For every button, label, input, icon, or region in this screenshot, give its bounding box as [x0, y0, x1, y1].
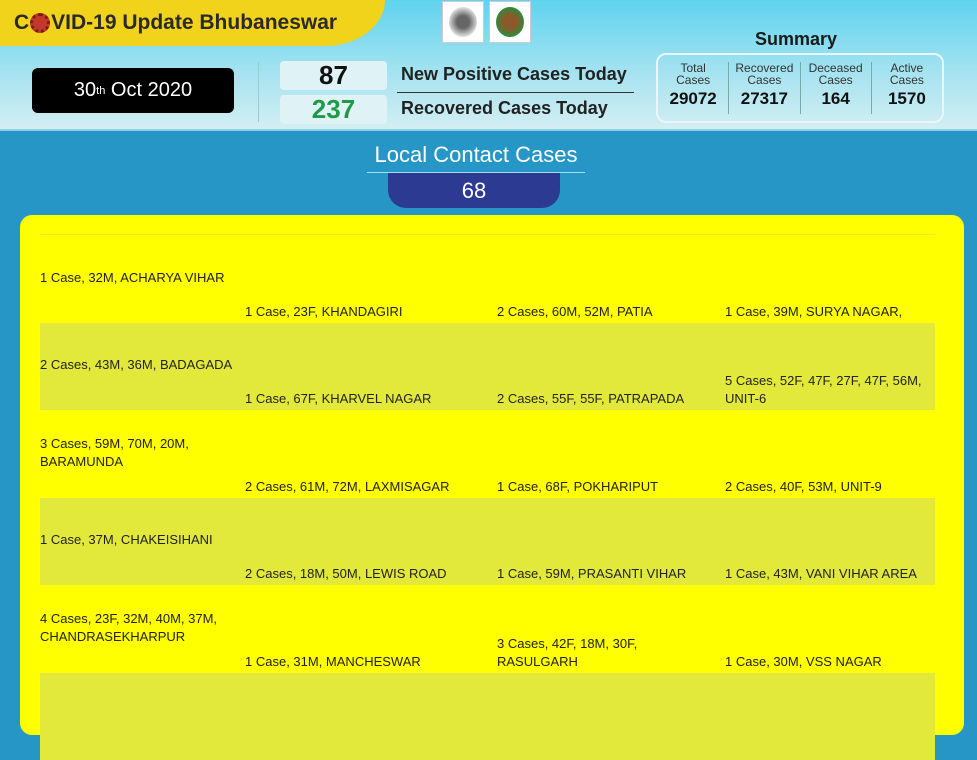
virus-icon: [30, 13, 50, 33]
case-cell: 4 Cases, 23F, 32M, 40M, 37M, CHANDRASEKH…: [40, 585, 240, 673]
case-cell: 2 Cases, 43M, 36M, BADAGADA: [40, 323, 240, 411]
case-text: 1 Case, 37M, CHAKEISIHANI: [40, 531, 213, 549]
case-cell: 5 Cases, 52F, 47F, 27F, 47F, 56M, UNIT-6: [725, 323, 930, 411]
divider: [397, 92, 634, 93]
case-cell: [497, 673, 717, 760]
case-text: 1 Case, 43M, VANI VIHAR AREA: [725, 565, 917, 583]
case-cell: [725, 673, 930, 760]
case-text: 4 Cases, 23F, 32M, 40M, 37M, CHANDRASEKH…: [40, 610, 240, 646]
summary-title: Summary: [755, 29, 837, 50]
case-cell: 1 Case, 68F, POKHARIPUT: [497, 410, 717, 498]
case-text: 1 Case, 23F, KHANDAGIRI: [245, 303, 403, 321]
case-text: 1 Case, 31M, MANCHESWAR: [245, 653, 421, 671]
case-text: 2 Cases, 60M, 52M, PATIA: [497, 303, 653, 321]
case-text: 2 Cases, 43M, 36M, BADAGADA: [40, 356, 232, 374]
table-row: 1 Case, 37M, CHAKEISIHANI 2 Cases, 18M, 5…: [40, 498, 935, 586]
case-text: 3 Cases, 59M, 70M, 20M, BARAMUNDA: [40, 435, 240, 471]
case-cell: 1 Case, 30M, VSS NAGAR: [725, 585, 930, 673]
case-cell: 1 Case, 67F, KHARVEL NAGAR: [245, 323, 485, 411]
table-row: 2 Cases, 43M, 36M, BADAGADA 1 Case, 67F, …: [40, 323, 935, 411]
case-cell: 2 Cases, 55F, 55F, PATRAPADA: [497, 323, 717, 411]
case-cell: 3 Cases, 59M, 70M, 20M, BARAMUNDA: [40, 410, 240, 498]
case-text: 1 Case, 67F, KHARVEL NAGAR: [245, 390, 431, 408]
case-text: 1 Case, 30M, VSS NAGAR: [725, 653, 882, 671]
odisha-govt-logo: [442, 1, 484, 43]
case-text: 3 Cases, 42F, 18M, 30F, RASULGARH: [497, 635, 717, 671]
case-text: 2 Cases, 18M, 50M, LEWIS ROAD: [245, 565, 447, 583]
table-row: [40, 673, 935, 760]
divider: [258, 62, 259, 122]
case-cell: 2 Cases, 60M, 52M, PATIA: [497, 235, 717, 323]
title-banner: C VID-19 Update Bhubaneswar: [0, 0, 385, 46]
summary-value: 164: [801, 89, 871, 109]
recovered-count: 237: [280, 95, 387, 124]
case-cell: 3 Cases, 42F, 18M, 30F, RASULGARH: [497, 585, 717, 673]
case-cell: 2 Cases, 40F, 53M, UNIT-9: [725, 410, 930, 498]
summary-value: 1570: [872, 89, 942, 109]
case-text: 2 Cases, 61M, 72M, LAXMISAGAR: [245, 478, 449, 496]
case-text: 1 Case, 32M, ACHARYA VIHAR: [40, 269, 224, 287]
summary-label: Cases: [729, 74, 799, 86]
case-text: 2 Cases, 40F, 53M, UNIT-9: [725, 478, 882, 496]
title-prefix: C: [14, 11, 29, 35]
case-text: 1 Case, 39M, SURYA NAGAR,: [725, 303, 902, 321]
case-cell: 1 Case, 59M, PRASANTI VIHAR: [497, 498, 717, 586]
case-cell: [245, 673, 485, 760]
page-title: VID-19 Update Bhubaneswar: [51, 11, 337, 35]
case-text: 5 Cases, 52F, 47F, 27F, 47F, 56M, UNIT-6: [725, 372, 930, 408]
table-row: 4 Cases, 23F, 32M, 40M, 37M, CHANDRASEKH…: [40, 585, 935, 673]
table-row: 3 Cases, 59M, 70M, 20M, BARAMUNDA 2 Cases…: [40, 410, 935, 498]
case-cell: [40, 673, 240, 760]
case-cell: 1 Case, 37M, CHAKEISIHANI: [40, 498, 240, 586]
summary-label: Cases: [658, 74, 728, 86]
case-cell: 1 Case, 43M, VANI VIHAR AREA: [725, 498, 930, 586]
case-cell: 1 Case, 32M, ACHARYA VIHAR: [40, 235, 240, 323]
summary-label: Cases: [801, 74, 871, 86]
case-cell: 2 Cases, 61M, 72M, LAXMISAGAR: [245, 410, 485, 498]
case-cell: 1 Case, 23F, KHANDAGIRI: [245, 235, 485, 323]
summary-value: 27317: [729, 89, 799, 109]
case-text: 1 Case, 68F, POKHARIPUT: [497, 478, 658, 496]
recovered-label: Recovered Cases Today: [401, 98, 608, 119]
case-text: 1 Case, 59M, PRASANTI VIHAR: [497, 565, 686, 583]
local-contact-title: Local Contact Cases: [367, 142, 585, 173]
table-row: 1 Case, 32M, ACHARYA VIHAR 1 Case, 23F, K…: [40, 235, 935, 323]
new-positive-label: New Positive Cases Today: [401, 64, 627, 85]
case-cell: 2 Cases, 18M, 50M, LEWIS ROAD: [245, 498, 485, 586]
summary-value: 29072: [658, 89, 728, 109]
case-text: 2 Cases, 55F, 55F, PATRAPADA: [497, 390, 684, 408]
local-contact-count: 68: [388, 173, 560, 208]
case-cell: 1 Case, 31M, MANCHESWAR: [245, 585, 485, 673]
bmc-logo: [489, 1, 531, 43]
summary-label: Cases: [872, 74, 942, 86]
case-cell: 1 Case, 39M, SURYA NAGAR,: [725, 235, 930, 323]
new-positive-count: 87: [280, 61, 387, 90]
